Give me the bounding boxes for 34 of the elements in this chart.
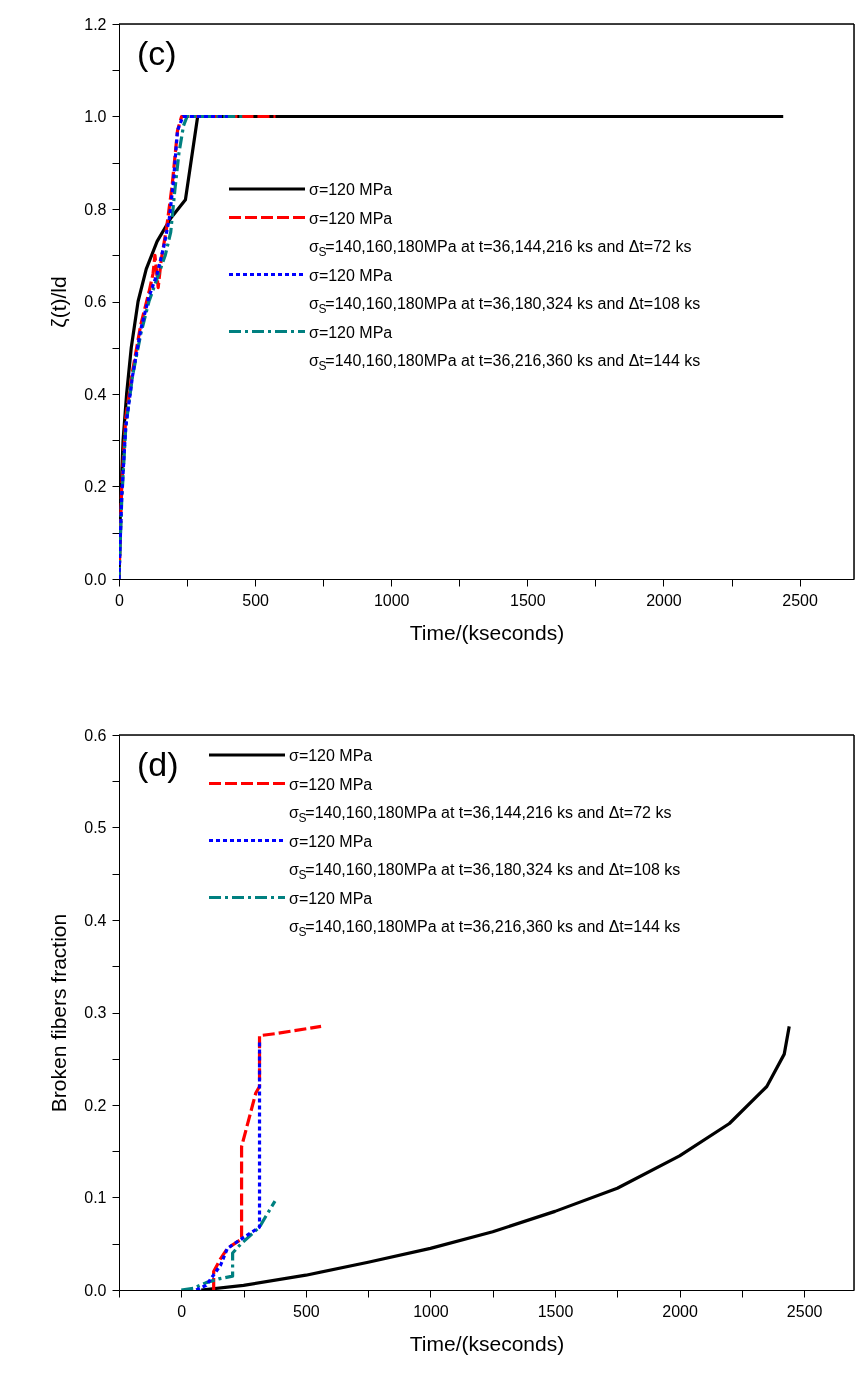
y-tick-label: 0.2 [84, 1096, 107, 1114]
y-tick-label: 0.4 [84, 911, 107, 929]
y-tick-label: 0.3 [84, 1004, 107, 1021]
y-tick-label: 0.0 [84, 1281, 107, 1299]
legend-label: σ=120 MPa [289, 747, 373, 764]
x-tick-label: 2000 [646, 591, 682, 609]
x-tick-label: 0 [115, 591, 125, 609]
x-tick-label: 2500 [786, 1302, 823, 1320]
y-tick-label: 0.5 [84, 819, 107, 836]
x-axis-title: Time/(kseconds) [409, 620, 565, 644]
legend-label: σ=120 MPa [309, 181, 393, 198]
y-tick-label: 1.2 [84, 15, 107, 33]
x-tick-label: 2000 [662, 1302, 698, 1320]
x-axis-title: Time/(kseconds) [409, 1331, 565, 1355]
x-tick-label: 1500 [510, 591, 546, 609]
y-tick-label: 1.0 [84, 108, 107, 125]
y-tick-label: 0.2 [84, 478, 107, 495]
y-tick-label: 0.8 [84, 200, 107, 218]
x-tick-label: 0 [177, 1302, 187, 1320]
y-axis-title: ζ(t)/ld [47, 276, 71, 328]
y-tick-label: 0.4 [84, 385, 107, 403]
x-tick-label: 2500 [782, 591, 818, 609]
x-tick-label: 1000 [373, 591, 410, 609]
x-tick-label: 500 [293, 1302, 320, 1320]
y-axis-title: Broken fibers fraction [47, 913, 71, 1113]
y-tick-label: 0.1 [84, 1189, 107, 1206]
x-tick-label: 1000 [413, 1302, 449, 1320]
y-tick-label: 0.0 [84, 570, 107, 588]
y-tick-label: 0.6 [84, 726, 107, 744]
x-tick-label: 500 [242, 591, 270, 609]
y-tick-label: 0.6 [84, 293, 107, 310]
x-tick-label: 1500 [537, 1302, 574, 1320]
annotation: (c) [137, 34, 177, 72]
annotation: (d) [137, 745, 179, 783]
